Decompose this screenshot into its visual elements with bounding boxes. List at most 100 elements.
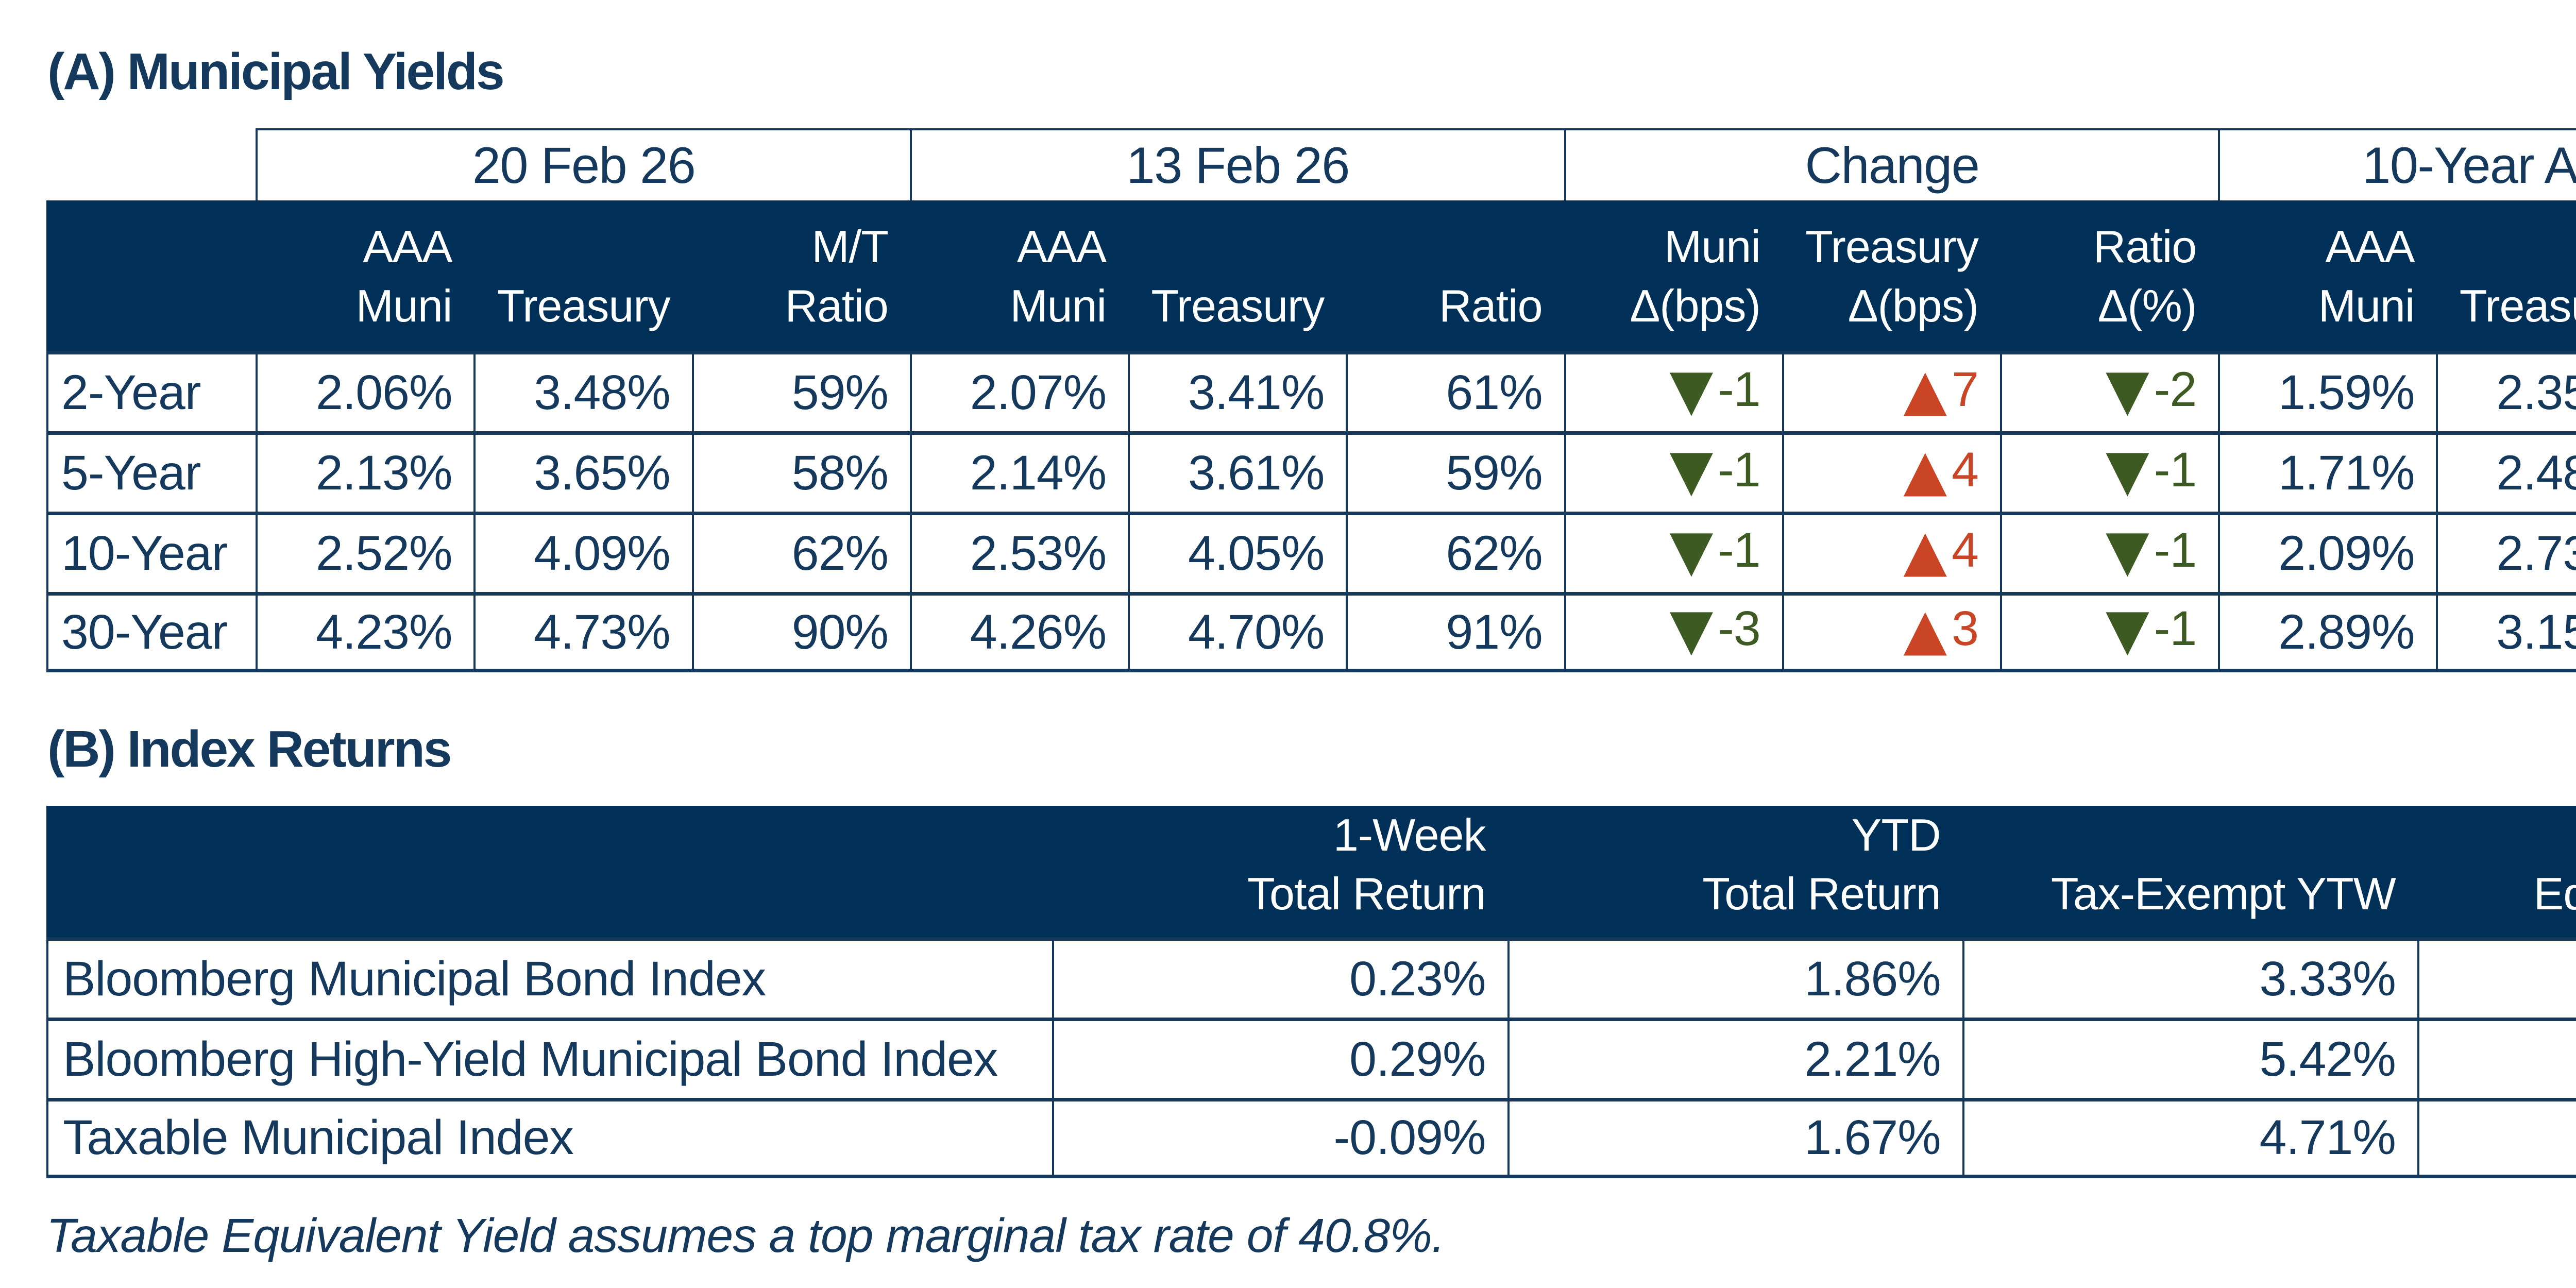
avg-cell: 2.73% — [2436, 512, 2576, 592]
change-cell: ▼ -1 — [1564, 431, 1782, 512]
yield-cell: 4.70% — [1128, 592, 1346, 672]
change-indicator: ▼ -1 — [2106, 517, 2197, 583]
avg-cell: 2.35% — [2436, 351, 2576, 431]
return-cell: -0.09% — [1052, 1097, 1507, 1178]
index-header-row: 1-Week Total Return YTD Total Return Tax… — [46, 806, 2576, 937]
table-row-taxable-muni-index: Taxable Municipal Index -0.09% 1.67% 4.7… — [46, 1097, 2576, 1178]
ytw-cell: 4.71% — [2417, 1097, 2576, 1178]
table-row-5-year: 5-Year 2.13% 3.65% 58% 2.14% 3.61% 59% ▼… — [46, 431, 2576, 512]
yield-cell: 3.65% — [473, 431, 692, 512]
ytw-cell: 4.71% — [1962, 1097, 2417, 1178]
change-indicator: ▼ -1 — [1669, 437, 1761, 503]
sub-header-mt-ratio-cur: M/T Ratio — [691, 200, 910, 351]
ytw-cell: 3.33% — [1962, 937, 2417, 1018]
return-cell: 0.29% — [1052, 1017, 1507, 1098]
yield-cell: 4.26% — [909, 592, 1128, 672]
change-indicator: ▼ -1 — [2106, 596, 2197, 662]
row-label: 10-Year — [46, 512, 256, 592]
change-indicator: ▼ -1 — [1669, 357, 1761, 422]
table-row-30-year: 30-Year 4.23% 4.73% 90% 4.26% 4.70% 91% … — [46, 592, 2576, 672]
change-value: 7 — [1952, 362, 1979, 417]
return-cell: 0.23% — [1052, 937, 1507, 1018]
sub-header-ratio-delta: Ratio Δ(%) — [1999, 200, 2218, 351]
change-value: -1 — [1718, 442, 1760, 497]
sub-header-treasury-prev: Treasury — [1128, 200, 1346, 351]
row-label: 30-Year — [46, 592, 256, 672]
return-cell: 1.67% — [1507, 1097, 1962, 1178]
yield-cell: 4.09% — [473, 512, 692, 592]
change-cell: ▼ -1 — [1564, 351, 1782, 431]
change-value: -1 — [1718, 362, 1760, 417]
change-value: -1 — [2154, 601, 2197, 656]
ratio-cell: 62% — [1346, 512, 1564, 592]
change-indicator: ▲ 4 — [1903, 517, 1979, 583]
sub-header-aaa-muni-cur: AAA Muni — [256, 200, 474, 351]
table-row-high-yield-muni-index: Bloomberg High-Yield Municipal Bond Inde… — [46, 1017, 2576, 1098]
ratio-cell: 59% — [691, 351, 910, 431]
change-cell: ▲ 7 — [1782, 351, 2000, 431]
header-tax-exempt-ytw: Tax-Exempt YTW — [1962, 806, 2417, 937]
change-cell: ▼ -1 — [1999, 592, 2218, 672]
ratio-cell: 61% — [1346, 351, 1564, 431]
ratio-cell: 58% — [691, 431, 910, 512]
change-cell: ▼ -1 — [1999, 431, 2218, 512]
change-indicator: ▲ 7 — [1903, 357, 1979, 422]
municipal-yields-table: 20 Feb 26 13 Feb 26 Change 10-Year Avera… — [46, 128, 2576, 672]
change-cell: ▲ 4 — [1782, 512, 2000, 592]
sub-header-row: AAA Muni Treasury M/T Ratio AAA Muni Tre… — [46, 200, 2576, 351]
header-taxable-equivalent-ytw: Taxable Equivalent YTW — [2417, 806, 2576, 937]
change-value: 3 — [1952, 601, 1979, 656]
change-cell: ▼ -1 — [1564, 512, 1782, 592]
change-indicator: ▼ -1 — [1669, 517, 1761, 583]
yield-cell: 4.05% — [1128, 512, 1346, 592]
blank-corner-cell — [46, 128, 256, 200]
ytw-cell: 9.15% — [2417, 1017, 2576, 1098]
change-cell: ▼ -2 — [1999, 351, 2218, 431]
table-row-muni-bond-index: Bloomberg Municipal Bond Index 0.23% 1.8… — [46, 937, 2576, 1018]
change-value: -1 — [2154, 442, 2197, 497]
header-1-week-total-return: 1-Week Total Return — [1052, 806, 1507, 937]
sub-header-blank — [46, 200, 256, 351]
sub-header-muni-delta: Muni Δ(bps) — [1564, 200, 1782, 351]
section-b-title: (B) Index Returns — [47, 720, 452, 778]
yield-cell: 3.61% — [1128, 431, 1346, 512]
col-group-20feb26: 20 Feb 26 — [256, 128, 910, 200]
section-a-title: (A) Municipal Yields — [47, 43, 505, 100]
change-cell: ▲ 3 — [1782, 592, 2000, 672]
sub-header-treasury-cur: Treasury — [473, 200, 692, 351]
change-value: -2 — [2154, 362, 2197, 417]
yield-cell: 2.14% — [909, 431, 1128, 512]
sub-header-treasury-avg: Treasury — [2436, 200, 2576, 351]
index-row-label: Bloomberg High-Yield Municipal Bond Inde… — [46, 1017, 1053, 1098]
change-indicator: ▼ -2 — [2106, 357, 2197, 422]
col-group-13feb26: 13 Feb 26 — [909, 128, 1564, 200]
ratio-cell: 90% — [691, 592, 910, 672]
change-indicator: ▲ 4 — [1903, 437, 1979, 503]
change-cell: ▲ 4 — [1782, 431, 2000, 512]
avg-cell: 1.71% — [2218, 431, 2436, 512]
column-group-row: 20 Feb 26 13 Feb 26 Change 10-Year Avera… — [46, 128, 2576, 200]
yield-cell: 2.53% — [909, 512, 1128, 592]
change-cell: ▼ -3 — [1564, 592, 1782, 672]
index-header-blank — [46, 806, 1053, 937]
change-indicator: ▲ 3 — [1903, 596, 1979, 662]
sub-header-aaa-muni-prev: AAA Muni — [909, 200, 1128, 351]
avg-cell: 3.15% — [2436, 592, 2576, 672]
yield-cell: 3.48% — [473, 351, 692, 431]
change-value: -1 — [2154, 522, 2197, 578]
avg-cell: 2.48% — [2436, 431, 2576, 512]
col-group-10yr-average: 10-Year Average — [2218, 128, 2576, 200]
change-value: 4 — [1952, 442, 1979, 497]
sub-header-treasury-delta: Treasury Δ(bps) — [1782, 200, 2000, 351]
avg-cell: 2.89% — [2218, 592, 2436, 672]
row-label: 5-Year — [46, 431, 256, 512]
ytw-cell: 5.42% — [1962, 1017, 2417, 1098]
yield-cell: 4.23% — [256, 592, 474, 672]
yield-cell: 2.13% — [256, 431, 474, 512]
yield-cell: 2.06% — [256, 351, 474, 431]
table-row-10-year: 10-Year 2.52% 4.09% 62% 2.53% 4.05% 62% … — [46, 512, 2576, 592]
change-value: 4 — [1952, 522, 1979, 578]
index-returns-table: 1-Week Total Return YTD Total Return Tax… — [46, 806, 2576, 1178]
yield-cell: 4.73% — [473, 592, 692, 672]
